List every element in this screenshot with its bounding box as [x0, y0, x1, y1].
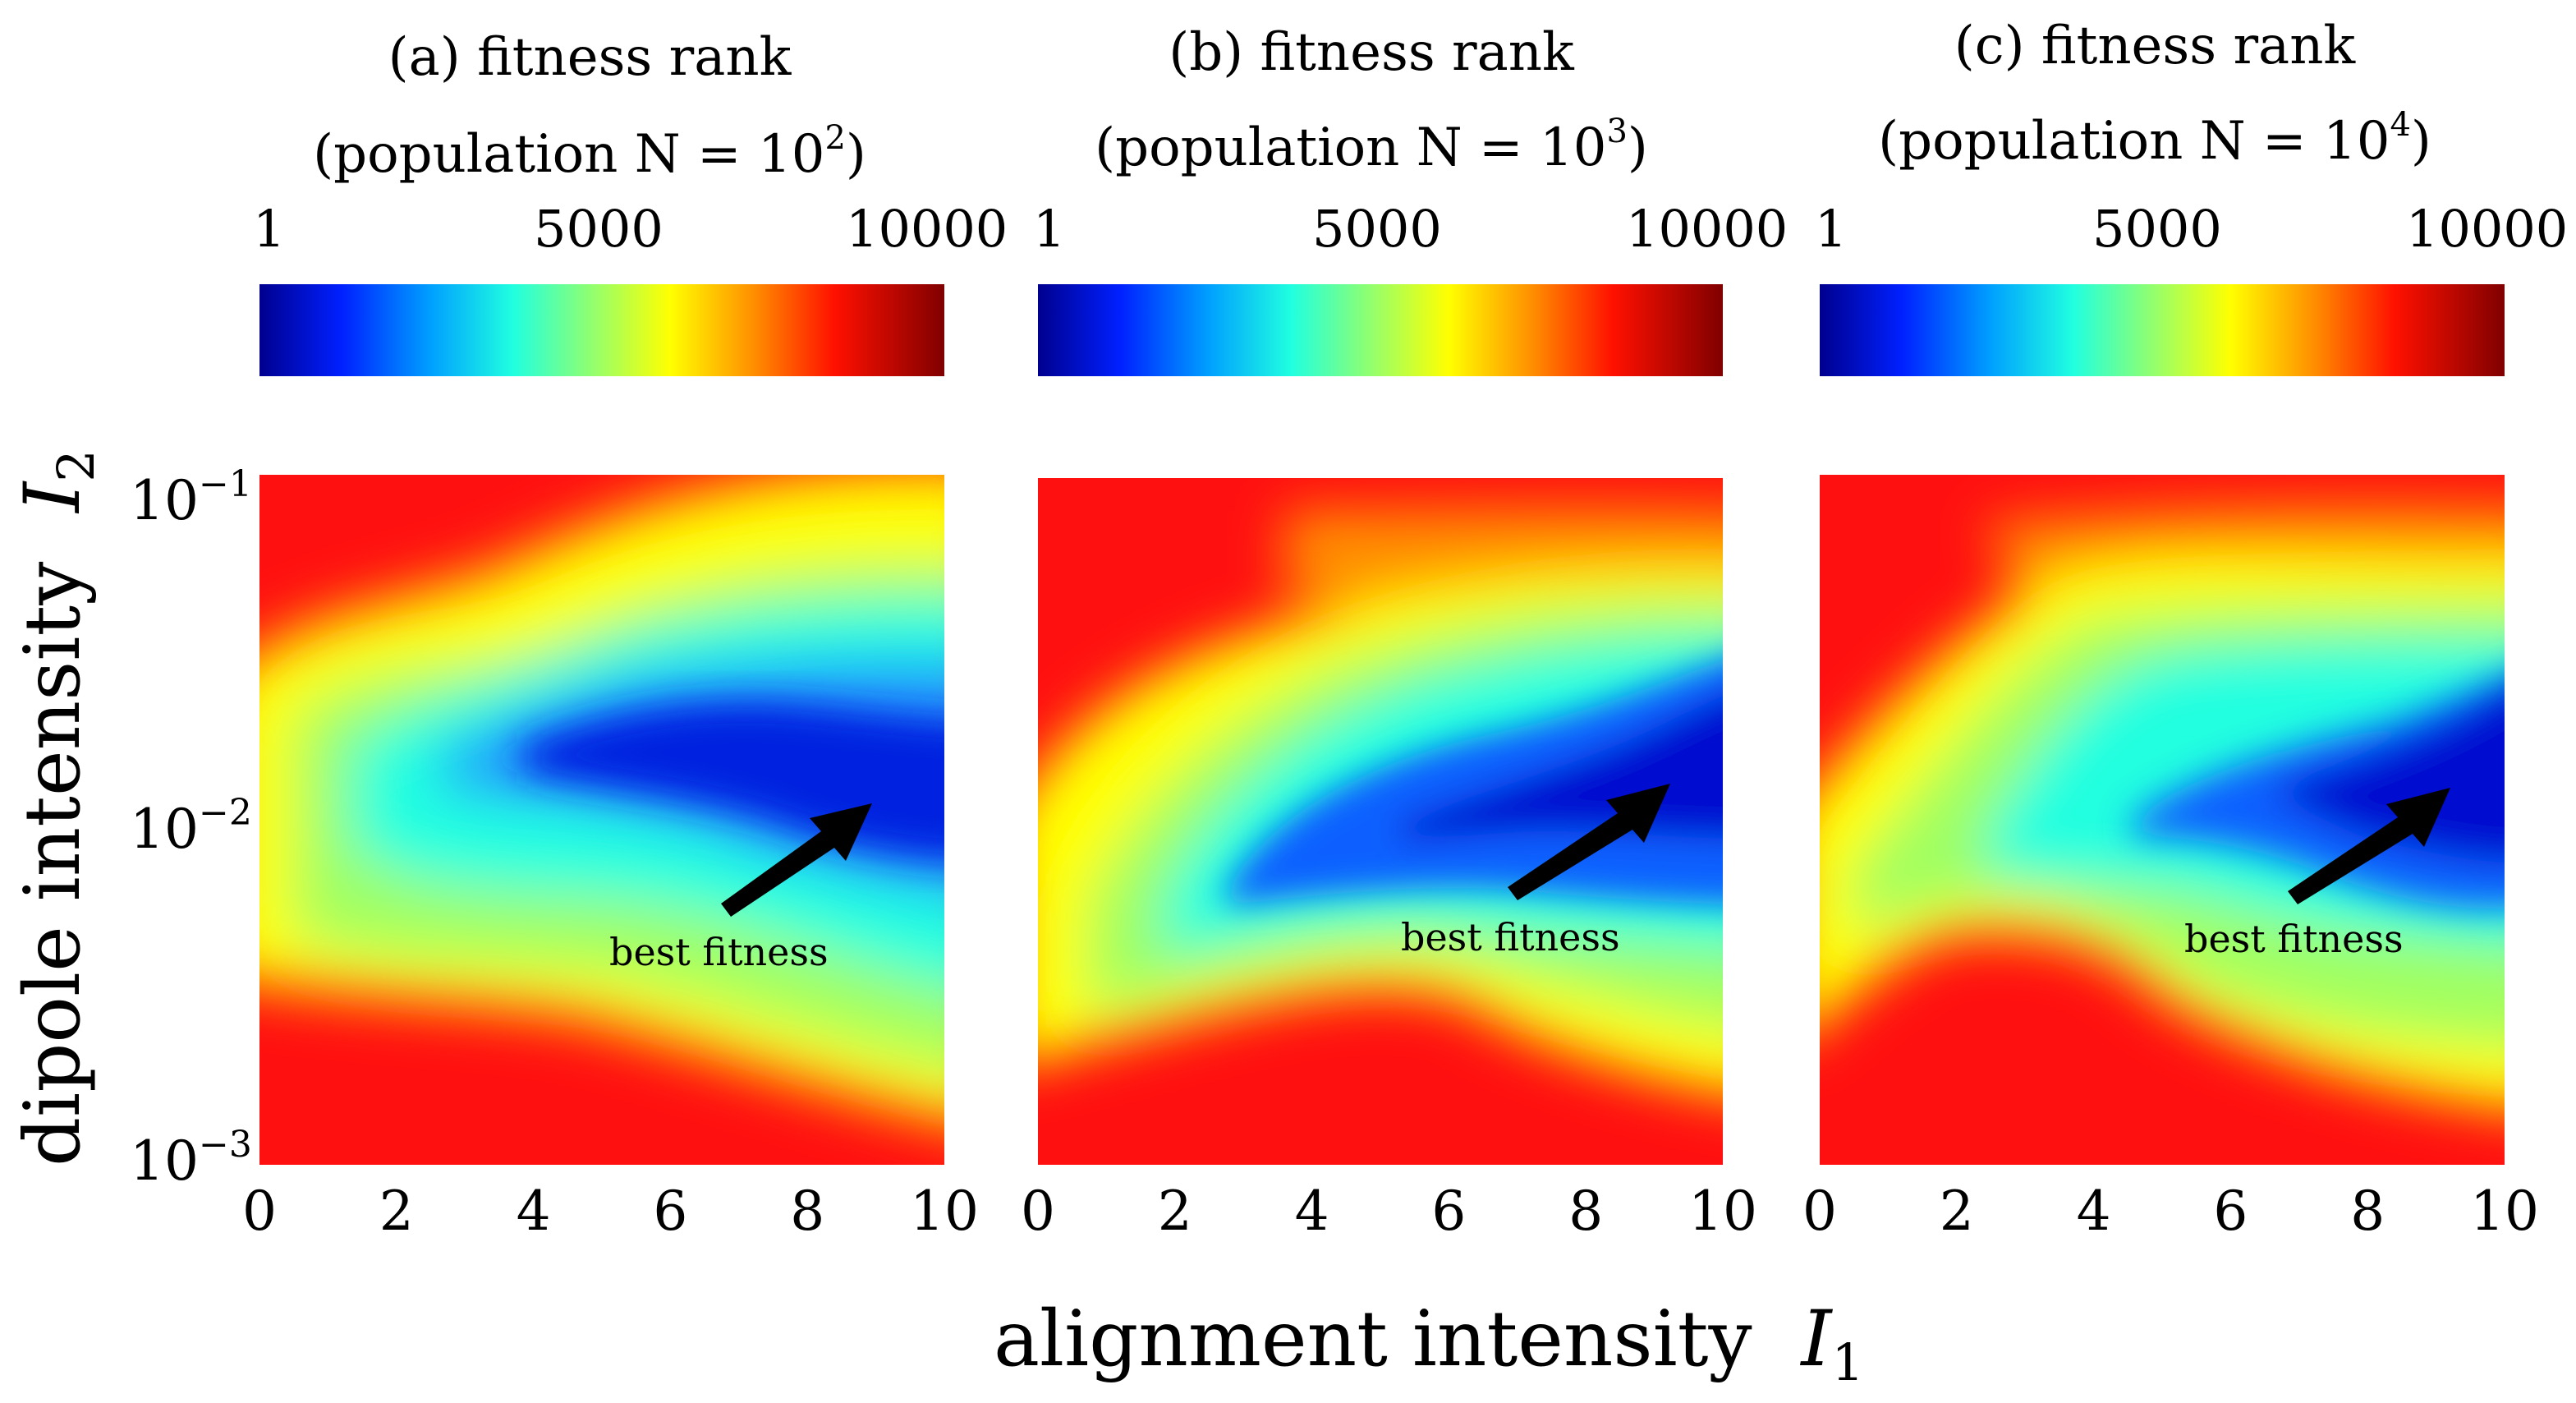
cbar-a-tick-mid: 5000: [534, 199, 664, 259]
xtick-c-2: 2: [1939, 1180, 1974, 1243]
x-axis-label: alignment intensity I1: [994, 1295, 1864, 1392]
colorbar-b: [1038, 284, 1723, 376]
cbar-a-tick-max: 10000: [846, 199, 1008, 259]
xtick-b-8: 8: [1568, 1180, 1604, 1243]
panel-c-subtitle: (population N = 104): [1878, 106, 2431, 172]
xtick-c-0: 0: [1802, 1180, 1837, 1243]
cbar-b-tick-min: 1: [1033, 199, 1066, 259]
panel-c-title: (c) fitness rank: [1826, 20, 2483, 72]
xtick-c-8: 8: [2350, 1180, 2385, 1243]
panel-a-title: (a) fitness rank: [261, 31, 918, 84]
cbar-b-tick-mid: 5000: [1312, 199, 1442, 259]
ytick-bottom: 10−3: [130, 1124, 252, 1193]
xtick-b-2: 2: [1157, 1180, 1192, 1243]
xtick-b-10: 10: [1688, 1180, 1757, 1243]
xtick-a-4: 4: [516, 1180, 551, 1243]
panel-b-title: (b) fitness rank: [1043, 26, 1700, 79]
xtick-b-4: 4: [1294, 1180, 1329, 1243]
panel-c-title-text: (c) fitness rank: [1954, 16, 2356, 76]
xtick-a-8: 8: [790, 1180, 825, 1243]
xtick-a-6: 6: [653, 1180, 688, 1243]
panel-a-title-text: (a) fitness rank: [388, 27, 792, 88]
colorbar-a: [259, 284, 944, 376]
heatmap-c: [1820, 475, 2505, 1165]
panel-b-title-text: (b) fitness rank: [1169, 22, 1574, 83]
cbar-c-tick-min: 1: [1815, 199, 1848, 259]
arrow-b: [1508, 784, 1670, 900]
arrow-a: [721, 803, 872, 917]
annotation-c: best fitness: [2184, 917, 2404, 961]
xtick-c-6: 6: [2213, 1180, 2248, 1243]
colorbar-c: [1820, 284, 2505, 376]
xtick-c-10: 10: [2470, 1180, 2539, 1243]
xtick-b-0: 0: [1021, 1180, 1055, 1243]
cbar-a-tick-min: 1: [253, 199, 286, 259]
xtick-a-0: 0: [242, 1180, 277, 1243]
cbar-c-tick-max: 10000: [2406, 199, 2569, 259]
panel-a-subtitle: (population N = 102): [313, 119, 866, 185]
annotation-b: best fitness: [1401, 915, 1620, 959]
heatmap-a: [259, 475, 944, 1165]
xtick-a-2: 2: [379, 1180, 414, 1243]
annotation-a: best fitness: [609, 930, 829, 974]
arrow-c: [2288, 788, 2450, 904]
xtick-c-4: 4: [2076, 1180, 2111, 1243]
xtick-b-6: 6: [1431, 1180, 1467, 1243]
xtick-a-10: 10: [910, 1180, 979, 1243]
y-axis-label: dipole intensity I2: [8, 449, 106, 1166]
ytick-mid: 10−2: [130, 792, 252, 861]
cbar-b-tick-max: 10000: [1626, 199, 1789, 259]
ytick-top: 10−1: [130, 463, 252, 532]
panel-b-subtitle: (population N = 103): [1095, 113, 1648, 178]
cbar-c-tick-mid: 5000: [2092, 199, 2222, 259]
